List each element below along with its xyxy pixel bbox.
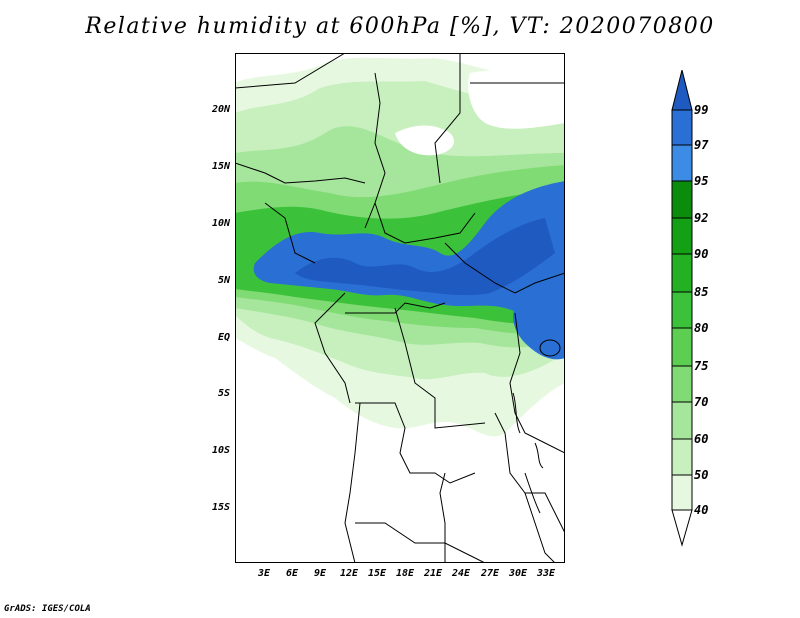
colorbar-box-92-95 xyxy=(671,180,693,219)
colorbar-label-60: 60 xyxy=(694,432,709,446)
colorbar-label-85: 85 xyxy=(694,285,709,299)
map-title: Relative humidity at 600hPa [%], VT: 202… xyxy=(85,14,715,39)
colorbar-label-97: 97 xyxy=(694,138,709,152)
lakes xyxy=(512,339,561,514)
lon-label-27e: 27E xyxy=(480,568,500,579)
map-panel xyxy=(235,53,565,563)
lon-label-15e: 15E xyxy=(367,568,387,579)
colorbar-label-90: 90 xyxy=(694,247,709,261)
colorbar-label-95: 95 xyxy=(694,174,709,188)
colorbar-box-40-50 xyxy=(671,474,693,511)
lon-label-21e: 21E xyxy=(423,568,443,579)
colorbar-box-70-75 xyxy=(671,365,693,403)
lon-label-30e: 30E xyxy=(508,568,528,579)
colorbar-label-40: 40 xyxy=(694,503,709,517)
colorbar-label-80: 80 xyxy=(694,321,709,335)
colorbar-label-75: 75 xyxy=(694,359,709,373)
lat-label-10n: 10N xyxy=(211,218,230,229)
colorbar-box-60-70 xyxy=(671,401,693,440)
grads-credit: GrADS: IGES/COLA xyxy=(4,604,91,614)
humidity-band-95-east xyxy=(513,304,565,360)
humidity-map xyxy=(235,53,565,563)
lat-label-eq: EQ xyxy=(217,332,230,343)
colorbar-label-92: 92 xyxy=(694,211,709,225)
colorbar-box-95-97 xyxy=(671,144,693,182)
colorbar-top-arrow xyxy=(671,70,693,111)
dry-slot-northeast xyxy=(468,69,565,129)
colorbar-box-90-92 xyxy=(671,217,693,255)
lat-label-10s: 10S xyxy=(211,445,230,456)
colorbar-bottom-arrow xyxy=(671,509,693,547)
colorbar-box-50-60 xyxy=(671,438,693,476)
colorbar xyxy=(671,70,693,547)
colorbar-box-97-99 xyxy=(671,109,693,146)
lat-label-15s: 15S xyxy=(211,502,230,513)
lon-label-3e: 3E xyxy=(257,568,271,579)
lon-label-12e: 12E xyxy=(339,568,359,579)
lat-label-20n: 20N xyxy=(211,104,230,115)
lon-label-24e: 24E xyxy=(451,568,471,579)
colorbar-label-99: 99 xyxy=(694,103,709,117)
lat-label-5s: 5S xyxy=(217,388,230,399)
lat-label-15n: 15N xyxy=(211,161,230,172)
lon-label-18e: 18E xyxy=(395,568,415,579)
country-borders xyxy=(235,53,565,563)
lon-label-33e: 33E xyxy=(536,568,556,579)
colorbar-label-70: 70 xyxy=(694,395,709,409)
humidity-band-99 xyxy=(295,218,555,296)
lat-label-5n: 5N xyxy=(217,275,230,286)
colorbar-box-75-80 xyxy=(671,327,693,367)
map-border xyxy=(235,53,565,563)
lon-label-9e: 9E xyxy=(313,568,327,579)
lon-label-6e: 6E xyxy=(285,568,299,579)
colorbar-box-85-90 xyxy=(671,253,693,293)
colorbar-box-80-85 xyxy=(671,291,693,329)
dry-slot-north xyxy=(395,125,455,156)
colorbar-label-50: 50 xyxy=(694,468,709,482)
